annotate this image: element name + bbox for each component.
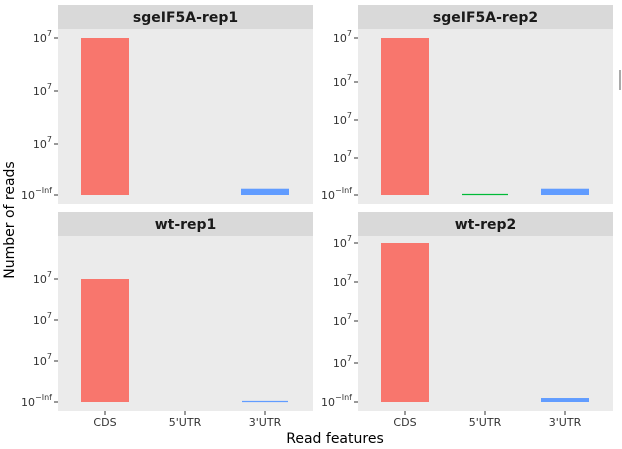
panel-strip [58,212,313,236]
panel-strip [358,5,613,29]
panels-group: sgeIF5A-rep1 107 107 107 10−Inf sgeIF5A-rep2 1… [21,5,613,429]
y-tick-label: 107 [33,82,52,98]
y-tick-label: 107 [333,354,352,370]
panel-strip [358,212,613,236]
y-tick-label: 107 [333,111,352,127]
y-tick-label: 107 [333,234,352,250]
y-tick-label: 107 [333,149,352,165]
panel-1: sgeIF5A-rep2 107 107 107 107 10−Inf [321,5,613,204]
bar-cds [381,38,429,195]
x-axis-title: Read features [286,431,383,447]
panel-title: sgeIF5A-rep2 [433,10,538,26]
bar-cds [381,243,429,402]
bar-3utr [541,398,589,402]
x-tick-label: CDS [93,416,116,429]
y-tick-label: 107 [33,311,52,327]
panel-title: wt-rep1 [155,217,217,233]
y-tick-label: 107 [333,312,352,328]
y-tick-label: 107 [33,29,52,45]
y-tick-label: 10−Inf [21,393,52,409]
bar-cds [81,279,129,402]
panel-title: sgeIF5A-rep1 [133,10,238,26]
x-tick-label: 3'UTR [249,416,282,429]
panel-2: wt-rep1 107 107 107 10−Inf CDS 5'UTR 3'UTR [21,212,313,429]
bar-cds [81,38,129,195]
y-tick-label: 107 [33,352,52,368]
y-axis-title: Number of reads [2,161,18,278]
bar-3utr [541,188,589,195]
panel-strip [58,5,313,29]
x-tick-label: 3'UTR [549,416,582,429]
y-tick-label: 107 [333,273,352,289]
panel-0: sgeIF5A-rep1 107 107 107 10−Inf [21,5,313,204]
y-tick-label: 10−Inf [21,186,52,202]
y-tick-label: 107 [333,29,352,45]
x-tick-label: 5'UTR [469,416,502,429]
x-tick-label: 5'UTR [169,416,202,429]
y-tick-label: 107 [33,270,52,286]
bar-3utr [241,188,289,195]
y-tick-label: 107 [33,135,52,151]
x-tick-label: CDS [393,416,416,429]
panel-title: wt-rep2 [455,217,517,233]
y-tick-label: 10−Inf [321,393,352,409]
panel-3: wt-rep2 107 107 107 107 10−Inf CDS 5'UTR 3'UTR [321,212,613,429]
y-tick-label: 107 [333,73,352,89]
y-tick-label: 10−Inf [321,186,352,202]
